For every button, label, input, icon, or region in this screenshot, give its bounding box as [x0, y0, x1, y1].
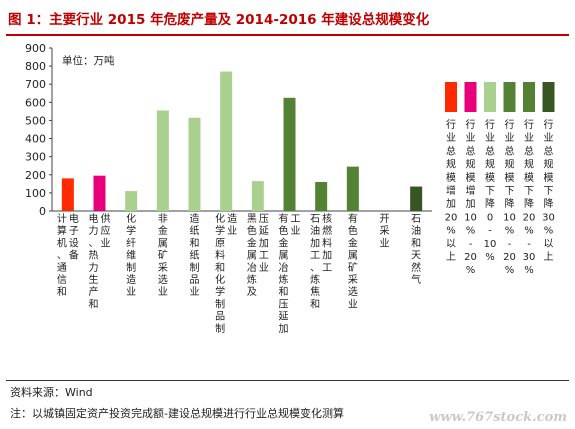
bar: [410, 186, 423, 211]
legend-label: 行业总规模下降 20% -30%: [523, 118, 536, 276]
legend-label: 行业总规模增加 20 %以上: [445, 118, 458, 263]
x-tick-label: 化学原料和化学制品制: [215, 212, 225, 335]
unit-label: 单位：万吨: [62, 54, 115, 67]
x-tick-label: 供应业: [101, 212, 111, 249]
note-text: 注：以城镇固定资产投资完成额-建设总规模进行行业总规模变化测算: [10, 407, 344, 420]
bar: [188, 117, 201, 211]
legend-label: 行业总规模增加 10% -20%: [464, 118, 477, 276]
y-tick-label: 500: [25, 114, 46, 127]
x-tick-label: 压延加工业: [259, 213, 269, 274]
title-rule: [6, 34, 569, 36]
footer-rule: [6, 380, 569, 381]
x-tick-label: 电子设备: [69, 212, 79, 262]
x-tick-label: 核燃料加工: [322, 212, 332, 274]
x-tick-label: 有色金属矿采选业: [348, 212, 358, 310]
legend-swatch: [484, 82, 496, 112]
y-tick-label: 200: [25, 169, 46, 182]
legend-label: 行业总规模下降 10% -20%: [503, 118, 516, 276]
bar: [125, 191, 138, 211]
y-tick-label: 400: [25, 133, 46, 146]
x-tick-label: 石油加工、炼焦和: [310, 214, 320, 310]
x-tick-label: 石油和天然气: [411, 214, 421, 286]
y-tick-label: 0: [39, 205, 46, 218]
y-tick-label: 900: [25, 42, 46, 55]
x-tick-label: 计算机、通信和: [57, 212, 67, 298]
y-tick-label: 800: [25, 60, 46, 73]
bar: [283, 97, 296, 211]
bar: [61, 178, 74, 211]
x-tick-label: 造业: [227, 212, 237, 237]
x-tick-label: 有色金属冶炼和压延加: [279, 212, 289, 335]
figure-title: 图 1：主要行业 2015 年危废产量及 2014-2016 年建设总规模变化: [8, 12, 430, 28]
legend-swatch: [464, 82, 477, 112]
y-tick-label: 100: [25, 187, 46, 200]
bar: [93, 175, 106, 211]
x-tick-label: 化学纤维制造业: [126, 212, 136, 298]
bar: [251, 181, 264, 211]
bar: [156, 110, 169, 211]
x-tick-label: 开采业: [380, 214, 390, 249]
x-tick-label: 造纸和纸制品业: [190, 212, 200, 298]
x-tick-label: 非金属矿采选业: [158, 213, 168, 298]
legend-swatch: [542, 82, 555, 112]
legend-swatch: [445, 82, 457, 112]
legend-label: 行业总规模下降 30 %以上: [542, 118, 555, 263]
y-tick-label: 300: [25, 151, 46, 164]
bar: [315, 182, 328, 211]
legend-label: 行业总规模下降 0 -10%: [484, 118, 497, 263]
x-tick-label: 黑色金属冶炼及: [247, 213, 257, 298]
legend-swatch: [503, 82, 516, 112]
y-tick-label: 700: [25, 78, 46, 91]
y-tick-label: 600: [25, 96, 46, 109]
bar: [220, 71, 233, 212]
bar: [346, 166, 359, 211]
x-tick-label: 工业: [291, 214, 301, 237]
watermark: www.767stock.com: [429, 410, 567, 425]
bar-chart: 0 100 200 300 400 500 600 700 800 900 单位：万吨计算机、通信和…: [25, 42, 555, 335]
legend-swatch: [523, 82, 535, 112]
source-text: 资料来源：Wind: [10, 386, 93, 399]
x-tick-label: 电力、热力生产和: [89, 212, 99, 310]
